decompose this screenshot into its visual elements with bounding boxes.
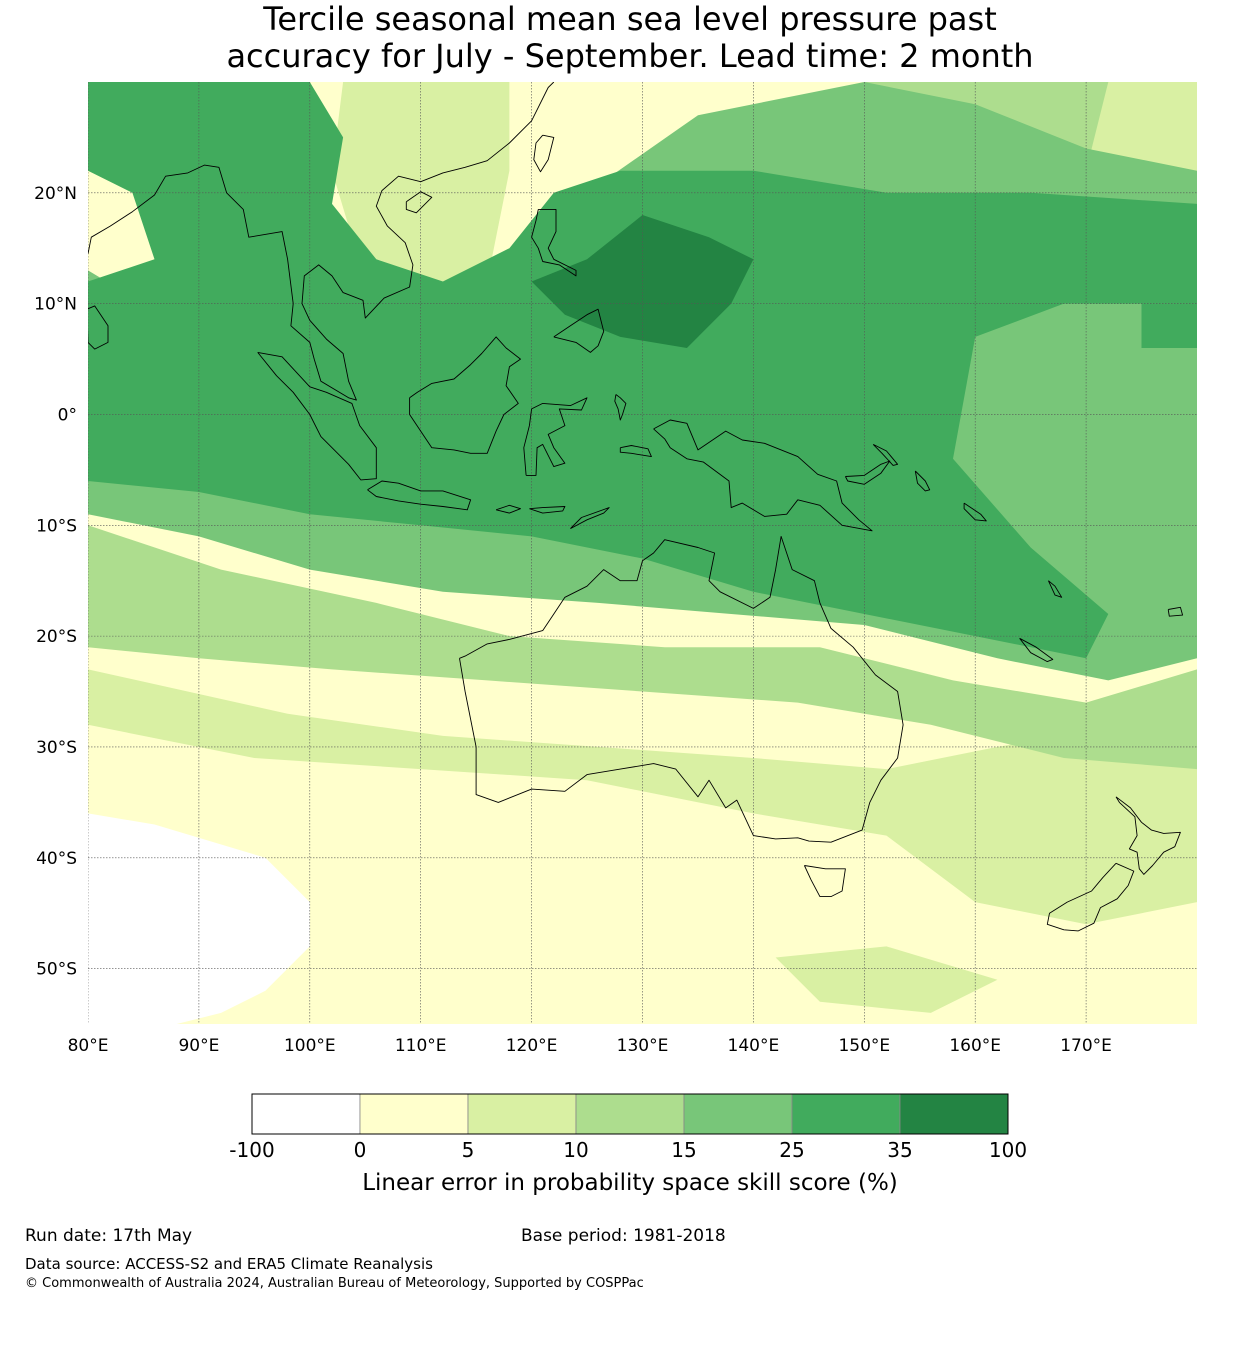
colorbar-swatch — [575, 1093, 685, 1135]
coastline-tasmania — [803, 865, 846, 898]
skill-region-11 — [1141, 303, 1197, 348]
map-title-line-2: accuracy for July - September. Lead time… — [226, 37, 1034, 75]
colorbar-swatch — [359, 1093, 469, 1135]
copyright-text: © Commonwealth of Australia 2024, Austra… — [25, 1276, 644, 1291]
base-period-text: Base period: 1981-2018 — [521, 1226, 726, 1246]
coastline-taiwan — [533, 134, 555, 173]
lon-tick-label: 110°E — [395, 1036, 447, 1056]
coastline-java — [367, 480, 472, 511]
coastline-new-caledonia — [1019, 637, 1054, 663]
colorbar-tick-label: 35 — [887, 1138, 912, 1162]
coastline-halmahera — [614, 394, 627, 421]
coastlines — [88, 82, 1184, 932]
colorbar-outline — [251, 1093, 1009, 1135]
colorbar-tick-label: 10 — [563, 1138, 588, 1162]
map-area — [88, 82, 1197, 1024]
latitude-tick-labels: 20°N 10°N 0° 10°S 20°S 30°S 40°S 50°S — [34, 184, 77, 980]
colorbar-title: Linear error in probability space skill … — [362, 1170, 898, 1196]
colorbar-swatch — [683, 1093, 793, 1135]
run-date-text: Run date: 17th May — [25, 1226, 193, 1246]
lat-tick-label: 10°N — [34, 295, 77, 315]
coastline-new-ireland — [872, 443, 899, 466]
lat-tick-label: 20°S — [36, 627, 77, 647]
coastline-flores — [529, 506, 566, 514]
coastline-timor — [570, 507, 610, 529]
lon-tick-label: 80°E — [68, 1036, 109, 1056]
lat-tick-label: 10°S — [36, 516, 77, 536]
coastline-mindanao — [553, 308, 605, 353]
coastline-new-guinea — [653, 419, 873, 532]
lon-tick-label: 130°E — [617, 1036, 669, 1056]
colorbar-swatch — [791, 1093, 901, 1135]
coastline-nz-south — [1046, 862, 1135, 932]
lon-tick-label: 150°E — [838, 1036, 890, 1056]
lat-tick-label: 40°S — [36, 849, 77, 869]
data-source-text: Data source: ACCESS-S2 and ERA5 Climate … — [25, 1255, 433, 1273]
coastline-new-britain — [844, 460, 891, 485]
coastline-vanuatu — [1047, 580, 1063, 598]
colorbar-tick-label: 15 — [671, 1138, 696, 1162]
coastline-australia — [459, 535, 904, 843]
coastline-fiji — [1167, 606, 1184, 617]
colorbar-tick-label: 5 — [462, 1138, 475, 1162]
lon-tick-label: 140°E — [728, 1036, 780, 1056]
colorbar: -100 0 5 10 15 25 35 100 Linear error in probab… — [229, 1093, 1027, 1196]
coastline-sumbawa — [495, 504, 521, 514]
colorbar-tick-label: 25 — [779, 1138, 804, 1162]
lon-tick-label: 170°E — [1060, 1036, 1112, 1056]
skill-shading-layer — [88, 82, 1197, 1024]
lon-tick-label: 100°E — [284, 1036, 336, 1056]
coastline-sri-lanka — [88, 305, 109, 350]
gridlines — [88, 82, 1197, 1024]
coastline-hainan — [405, 191, 433, 214]
colorbar-swatch — [899, 1093, 1009, 1135]
longitude-tick-labels: 80°E 90°E 100°E 110°E 120°E 130°E 140°E 150°E 16… — [68, 1036, 1112, 1056]
lat-tick-label: 0° — [58, 405, 77, 425]
coastline-mainland-se-asia — [88, 82, 555, 401]
lat-tick-label: 30°S — [36, 738, 77, 758]
colorbar-tick-labels: -100 0 5 10 15 25 35 100 — [229, 1138, 1027, 1162]
skill-region-2 — [88, 669, 1197, 925]
no-skill-region — [88, 813, 310, 1024]
lat-tick-label: 20°N — [34, 184, 77, 204]
coastline-bougainville — [914, 470, 931, 492]
colorbar-tick-label: 0 — [354, 1138, 367, 1162]
colorbar-tick-label: 100 — [989, 1138, 1027, 1162]
lat-tick-label: 50°S — [36, 960, 77, 980]
coastline-sulawesi — [523, 397, 588, 476]
colorbar-tick-label: -100 — [229, 1138, 274, 1162]
colorbar-swatches — [251, 1093, 1009, 1135]
lon-tick-label: 160°E — [949, 1036, 1001, 1056]
coastline-borneo — [409, 336, 521, 454]
lon-tick-label: 120°E — [506, 1036, 558, 1056]
lon-tick-label: 90°E — [178, 1036, 219, 1056]
colorbar-swatch — [251, 1093, 361, 1135]
map-title-line-1: Tercile seasonal mean sea level pressure… — [263, 0, 997, 38]
colorbar-swatch — [467, 1093, 577, 1135]
coastline-nz-north — [1115, 796, 1181, 875]
coastline-seram — [619, 445, 652, 458]
coastline-solomons — [963, 502, 987, 522]
coastline-luzon — [531, 208, 577, 277]
coastline-sumatra — [257, 351, 377, 481]
skill-region-3 — [775, 946, 998, 1013]
